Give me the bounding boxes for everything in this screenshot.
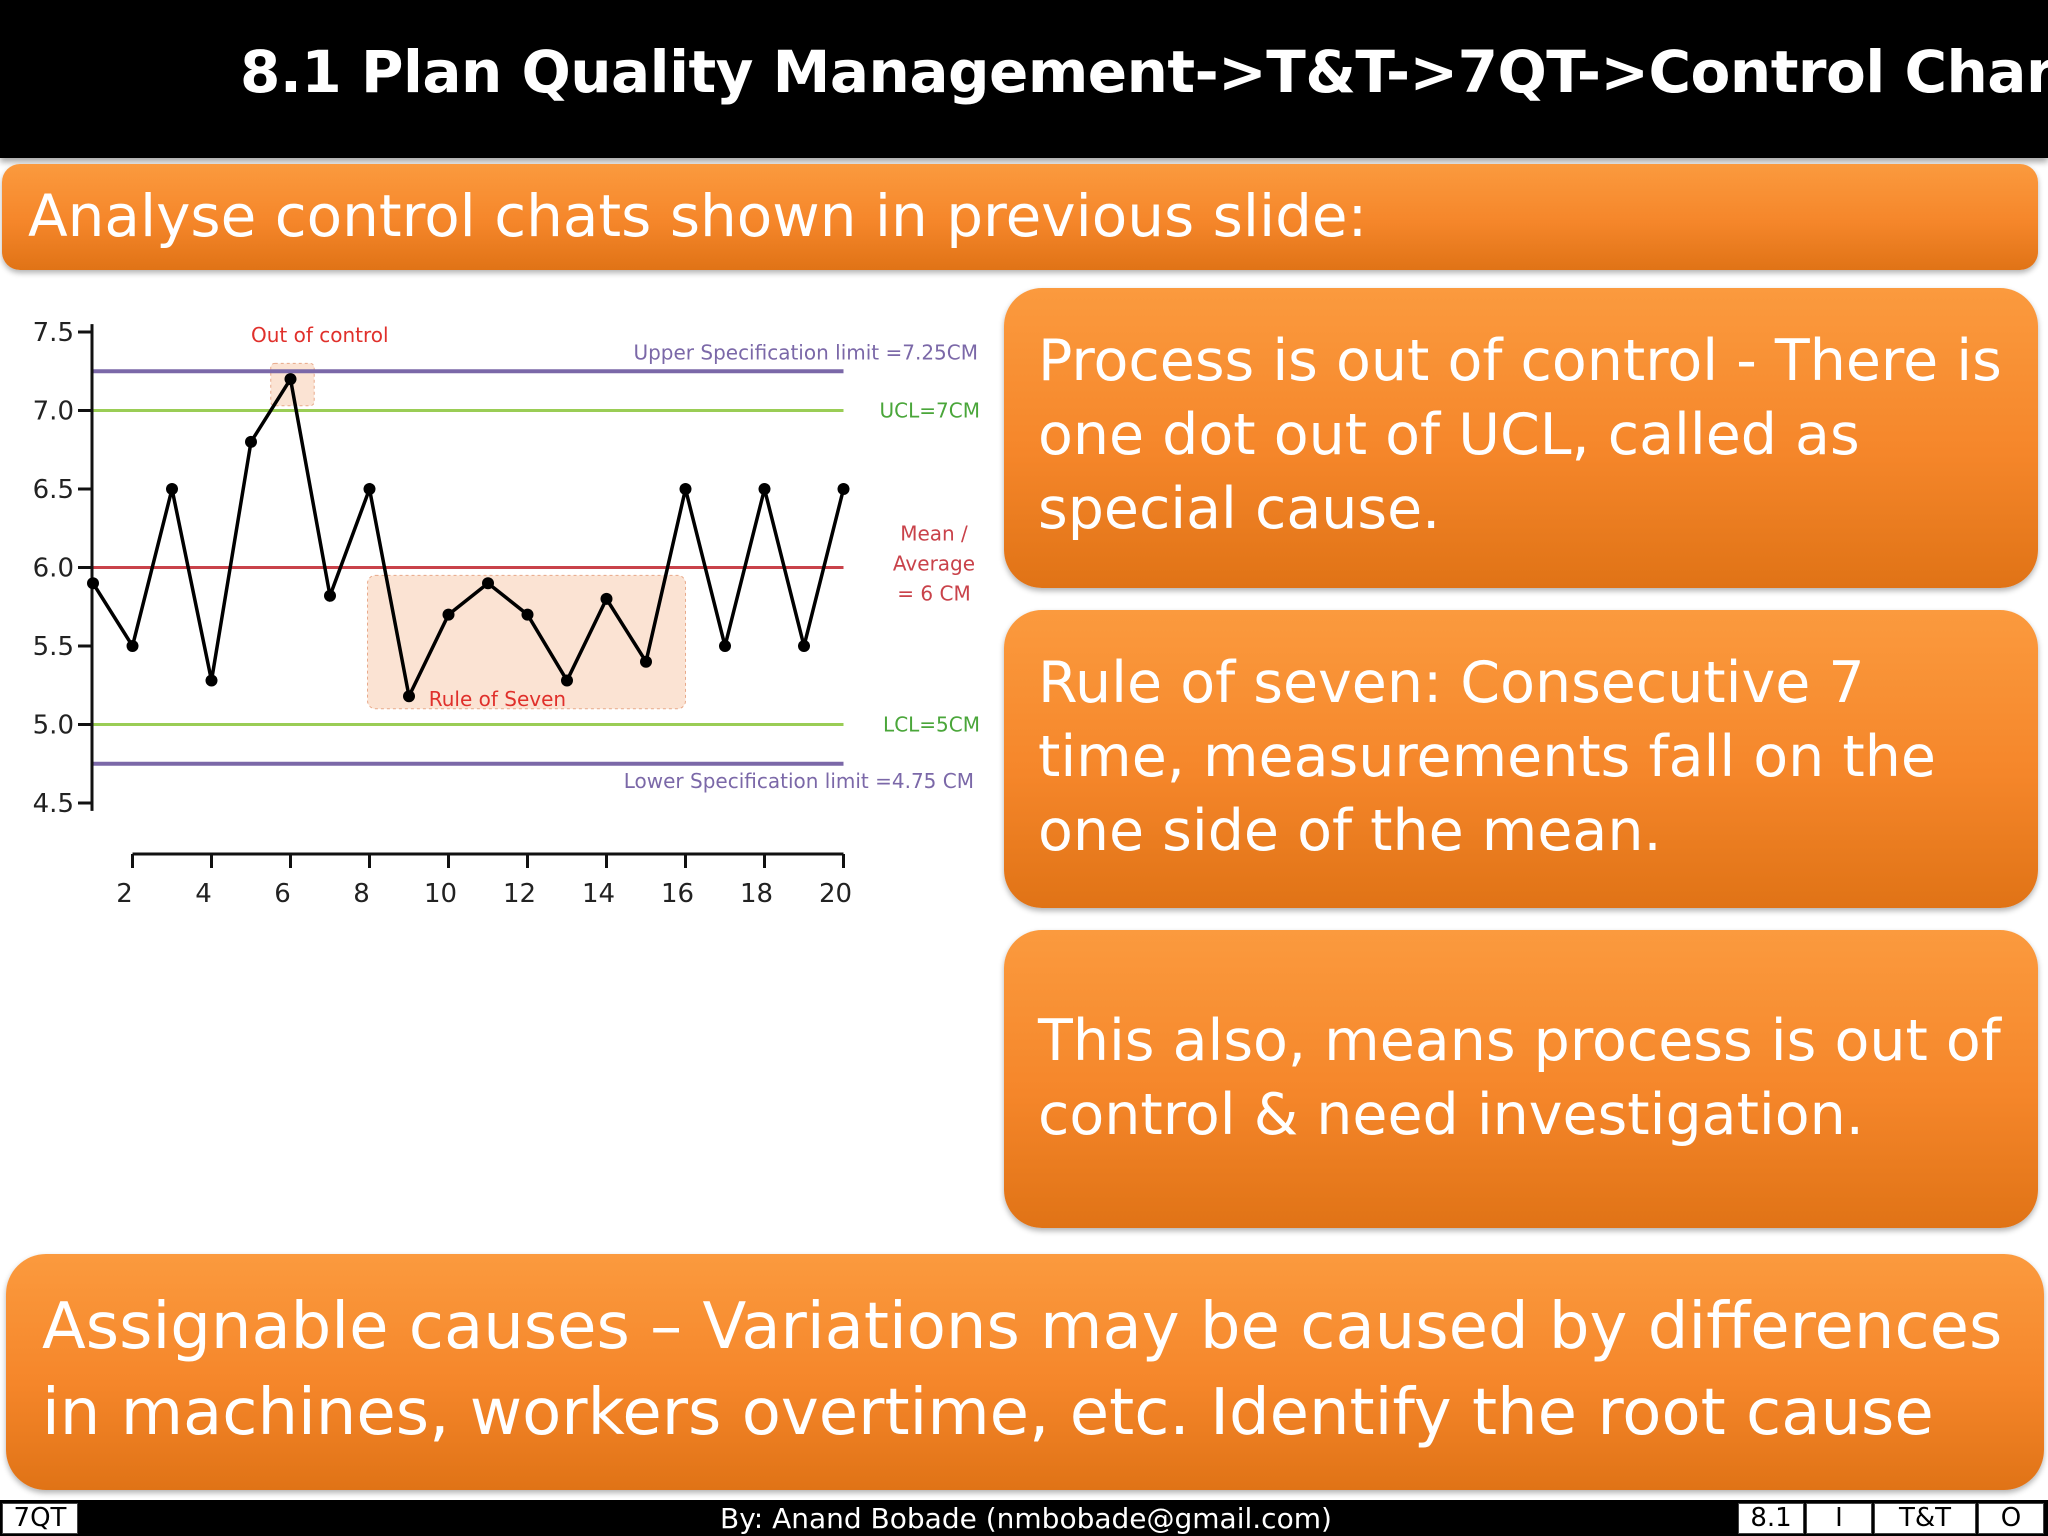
usl-label: Upper Specification limit =7.25CM [633, 340, 978, 364]
data-point-20 [837, 483, 850, 495]
rule-of-seven-highlight [367, 574, 686, 710]
y-tick-label-0: 4.5 [33, 789, 74, 819]
slide-title: 8.1 Plan Quality Management->T&T->7QT->C… [240, 38, 2048, 106]
data-point-4 [205, 674, 218, 687]
mean-label-line-3: = 6 CM [897, 582, 970, 606]
data-point-8 [363, 483, 376, 495]
data-point-9 [403, 690, 415, 703]
footer-tag-7qt[interactable]: 7QT [2, 1503, 78, 1534]
instruction-text: Analyse control chats shown in previous … [28, 182, 1368, 250]
lcl-label: LCL=5CM [883, 713, 980, 737]
data-point-1 [87, 577, 99, 590]
y-tick-label-1: 5.0 [33, 711, 74, 741]
footer-tag-8-1[interactable]: 8.1 [1738, 1503, 1804, 1534]
x-tick-label-6: 14 [582, 879, 615, 909]
data-series-line [91, 374, 846, 702]
control-chart-svg: 4.5 5.0 5.5 6.0 6.5 7.0 7.5 2 4 6 8 10 12 14 16 18 20 Upp… [33, 318, 980, 909]
note-text-out-of-control: Process is out of control - There is one… [1038, 328, 2002, 542]
note-box-investigation: This also, means process is out of contr… [1004, 930, 2038, 1228]
data-point-6 [284, 373, 297, 386]
instruction-banner: Analyse control chats shown in previous … [2, 164, 2038, 270]
y-tick-label-2: 5.5 [33, 632, 74, 662]
assignable-causes-text: Assignable causes – Variations may be ca… [42, 1290, 2003, 1450]
note-text-investigation: This also, means process is out of contr… [1038, 1008, 2001, 1148]
x-tick-label-9: 20 [819, 879, 852, 909]
x-tick-label-7: 16 [661, 879, 694, 909]
x-tick-label-0: 2 [116, 879, 133, 909]
slide-footer: 7QT By: Anand Bobade (nmbobade@gmail.com… [0, 1500, 2048, 1536]
data-point-3 [166, 483, 178, 495]
footer-credit: By: Anand Bobade (nmbobade@gmail.com) [720, 1502, 1332, 1535]
footer-tag-i[interactable]: I [1806, 1503, 1872, 1534]
control-chart: 4.5 5.0 5.5 6.0 6.5 7.0 7.5 2 4 6 8 10 12 14 16 18 20 Upp… [0, 300, 1000, 920]
note-text-rule-of-seven: Rule of seven: Consecutive 7 time, measu… [1038, 650, 1936, 864]
x-tick-label-5: 12 [503, 879, 536, 909]
slide-header: 8.1 Plan Quality Management->T&T->7QT->C… [0, 0, 2048, 158]
mean-label-line-2: Average [893, 552, 975, 576]
data-point-5 [245, 435, 257, 448]
x-tick-label-2: 6 [274, 879, 291, 909]
footer-tag-t-and-t[interactable]: T&T [1874, 1503, 1976, 1534]
data-point-10 [442, 608, 455, 621]
lsl-label: Lower Specification limit =4.75 CM [624, 769, 974, 793]
assignable-causes-box: Assignable causes – Variations may be ca… [6, 1254, 2044, 1490]
data-point-7 [324, 589, 336, 602]
rule-of-seven-annotation: Rule of Seven [429, 687, 566, 711]
y-tick-label-3: 6.0 [33, 554, 74, 584]
x-tick-label-4: 10 [424, 879, 457, 909]
y-tick-label-6: 7.5 [33, 318, 74, 348]
x-tick-label-3: 8 [353, 879, 370, 909]
note-box-out-of-control: Process is out of control - There is one… [1004, 288, 2038, 588]
mean-label-line-1: Mean / [900, 522, 968, 546]
y-tick-label-4: 6.5 [33, 475, 74, 505]
data-point-14 [600, 592, 613, 605]
data-point-17 [719, 640, 731, 652]
data-point-19 [798, 640, 810, 652]
data-point-11 [482, 577, 494, 590]
ucl-label: UCL=7CM [880, 399, 980, 423]
data-point-18 [758, 483, 771, 495]
data-point-16 [679, 483, 692, 495]
data-point-13 [561, 674, 573, 687]
footer-tag-o[interactable]: O [1978, 1503, 2044, 1534]
x-tick-label-8: 18 [740, 879, 773, 909]
y-tick-label-5: 7.0 [33, 397, 74, 427]
data-point-12 [521, 608, 534, 621]
data-point-2 [126, 640, 139, 652]
x-tick-label-1: 4 [195, 879, 212, 909]
out-of-control-annotation: Out of control [251, 323, 389, 347]
data-point-15 [640, 655, 652, 668]
note-box-rule-of-seven: Rule of seven: Consecutive 7 time, measu… [1004, 610, 2038, 908]
